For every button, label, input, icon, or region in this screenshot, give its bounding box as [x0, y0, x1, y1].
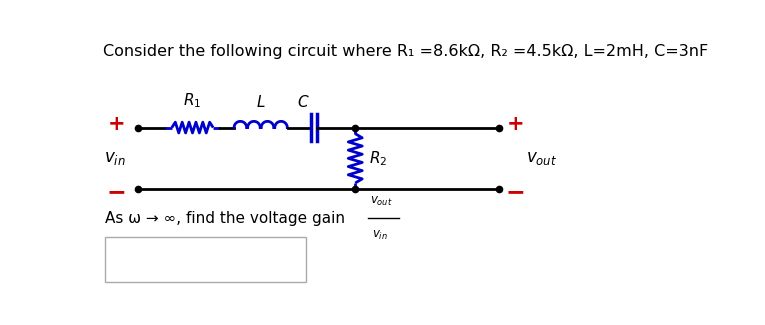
Text: +: + [507, 114, 525, 135]
Text: −: − [106, 180, 126, 204]
Text: −: − [506, 180, 526, 204]
Text: Consider the following circuit where R₁ =8.6kΩ, R₂ =4.5kΩ, L=2mH, C=3nF: Consider the following circuit where R₁ … [103, 45, 708, 59]
Text: $v_{out}$: $v_{out}$ [526, 150, 557, 167]
Text: $L$: $L$ [256, 94, 265, 110]
Text: $R_2$: $R_2$ [369, 149, 387, 168]
Text: +: + [108, 114, 125, 135]
Text: $v_{in}$: $v_{in}$ [372, 228, 387, 241]
Text: $C$: $C$ [297, 94, 310, 110]
Text: $R_1$: $R_1$ [184, 91, 202, 110]
Text: $v_{in}$: $v_{in}$ [104, 150, 125, 167]
FancyBboxPatch shape [105, 237, 307, 281]
Text: As ω → ∞, find the voltage gain: As ω → ∞, find the voltage gain [105, 211, 345, 226]
Text: $v_{out}$: $v_{out}$ [370, 195, 392, 208]
